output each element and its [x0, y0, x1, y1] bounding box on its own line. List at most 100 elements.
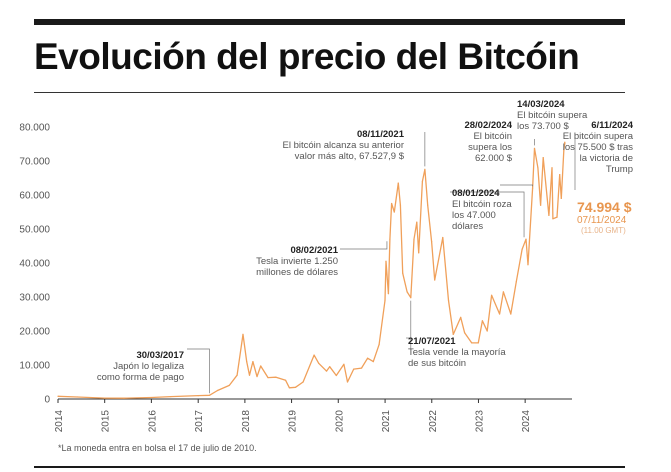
x-tick-label: 2023: [474, 410, 485, 433]
price-point: [397, 182, 399, 184]
annotation-date: 30/03/2017: [136, 350, 184, 361]
annotation-date: 28/02/2024: [464, 120, 512, 131]
price-point: [416, 221, 418, 223]
price-point: [318, 362, 320, 364]
annotation-leader: [187, 348, 210, 394]
current-price-value: 74.994 $: [577, 199, 632, 215]
price-point: [76, 396, 78, 398]
price-point: [418, 252, 420, 254]
price-point: [559, 174, 561, 176]
annotation-text: Tesla invierte 1.250: [256, 256, 338, 267]
annotation-text: los 47.000: [452, 210, 496, 221]
price-point: [150, 396, 152, 399]
annotation-text: El bitcóin supera: [517, 110, 588, 121]
x-tick-label: 2017: [194, 410, 205, 433]
price-point: [531, 187, 534, 189]
price-point: [442, 236, 444, 239]
price-point: [502, 291, 505, 293]
price-point: [391, 202, 393, 205]
footnote: *La moneda entra en bolsa el 17 de julio…: [58, 443, 257, 453]
x-tick-label: 2019: [288, 410, 299, 433]
price-point: [208, 394, 211, 396]
price-point: [498, 313, 501, 315]
annotation-text: dólares: [452, 221, 483, 232]
annotation-date: 21/07/2021: [408, 336, 456, 347]
price-point: [372, 361, 374, 363]
price-point: [537, 167, 539, 169]
price-point: [57, 395, 59, 397]
price-point: [431, 240, 433, 243]
price-point: [329, 366, 331, 368]
price-point: [242, 333, 244, 335]
annotation-text: supera los: [468, 142, 512, 153]
annotation-leader: [450, 191, 525, 238]
y-tick-label: 20.000: [19, 327, 50, 338]
price-point: [393, 211, 395, 213]
price-point: [325, 370, 328, 372]
y-tick-label: 10.000: [19, 361, 50, 372]
y-tick-label: 40.000: [19, 259, 50, 270]
price-point: [246, 361, 248, 363]
price-point: [447, 299, 450, 301]
price-point: [424, 168, 426, 171]
price-point: [252, 361, 254, 363]
price-point: [564, 141, 566, 143]
current-price-date: 07/11/2024: [577, 215, 627, 226]
price-point: [552, 218, 554, 220]
annotation-text: Trump: [606, 164, 633, 175]
price-point: [421, 180, 424, 182]
price-point: [248, 374, 251, 376]
annotation-text: Japón lo legaliza: [113, 361, 184, 372]
price-point: [123, 397, 125, 399]
annotation-text: El bitcóin alcanza su anterior: [283, 140, 404, 151]
annotation-date: 6/11/2024: [591, 120, 633, 131]
x-tick-label: 2021: [381, 410, 392, 433]
y-tick-label: 0: [44, 395, 50, 406]
price-point: [387, 293, 390, 295]
chart-title: Evolución del precio del Bitcóin: [34, 36, 580, 77]
price-point: [170, 396, 172, 398]
price-point: [284, 379, 287, 381]
top-rule: [34, 19, 625, 25]
price-point: [540, 204, 542, 206]
price-point: [228, 384, 230, 386]
price-point: [335, 374, 337, 377]
y-tick-label: 30.000: [19, 293, 50, 304]
price-point: [464, 332, 466, 334]
annotation-text: la victoria de: [580, 153, 633, 164]
annotation-text: como forma de pago: [97, 372, 184, 383]
price-point: [452, 333, 454, 335]
annotation-text: El bitcóin roza: [452, 199, 512, 210]
annotation-date: 14/03/2024: [517, 99, 565, 110]
price-point: [406, 291, 408, 293]
price-point: [353, 368, 355, 370]
price-point: [410, 297, 412, 299]
price-point: [460, 316, 462, 318]
price-point: [563, 150, 565, 152]
price-point: [527, 264, 529, 266]
price-point: [477, 342, 479, 344]
annotation-text: El bitcóin: [473, 131, 512, 142]
x-tick-label: 2024: [521, 410, 532, 433]
price-point: [515, 281, 517, 283]
current-price-time: (11.00 GMT): [581, 226, 626, 235]
price-point: [302, 381, 304, 383]
annotation-leader: [500, 184, 533, 187]
price-point: [548, 214, 550, 216]
price-point: [343, 363, 345, 365]
price-point: [542, 157, 544, 159]
annotation-text: 62.000 $: [475, 153, 513, 164]
price-point: [434, 279, 436, 281]
y-tick-label: 70.000: [19, 157, 50, 168]
y-tick-label: 80.000: [19, 123, 50, 134]
price-point: [267, 376, 269, 379]
price-point: [104, 397, 106, 399]
annotation-text: millones de dólares: [256, 267, 338, 278]
price-point: [294, 386, 297, 388]
y-tick-label: 50.000: [19, 225, 50, 236]
x-tick-label: 2014: [54, 410, 65, 433]
annotation-text: valor más alto, 67.527,9 $: [295, 151, 405, 162]
price-point: [216, 389, 219, 392]
price-point: [525, 238, 527, 240]
price-point: [313, 354, 315, 356]
